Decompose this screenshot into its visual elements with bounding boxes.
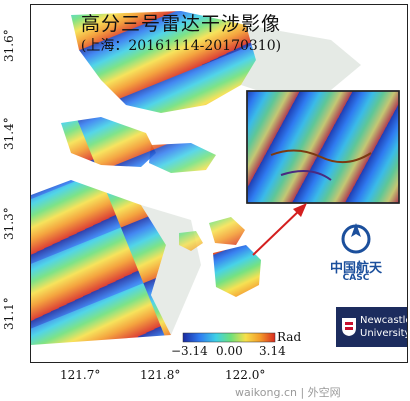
lat-tick-31-1: 31.1°: [2, 297, 16, 330]
lat-tick-31-6: 31.6°: [2, 29, 16, 62]
newcastle-crest-icon: [342, 318, 356, 336]
shanghai-mainland: [31, 180, 171, 345]
lon-tick-122-0: 122.0°: [225, 368, 266, 382]
watermark: waikong.cn | 外空网: [235, 386, 341, 399]
inset-arrow: [252, 203, 307, 256]
chongming-island: [71, 11, 256, 113]
hengsha-island: [149, 143, 216, 173]
map-subtitle: (上海：20161114-20170310): [80, 38, 282, 54]
casc-logo-cn: 中国航天: [329, 261, 382, 276]
small-island-left: [179, 231, 203, 251]
newcastle-logo: Newcastle University: [336, 307, 408, 347]
colorbar-min-label: −3.14: [171, 344, 208, 358]
colorbar-unit-label: Rad: [277, 330, 302, 344]
casc-logo-icon: [341, 223, 371, 254]
colorbar-max-label: 3.14: [259, 344, 286, 358]
changxing-island: [61, 117, 156, 167]
land-speckle-east: [241, 25, 361, 95]
casc-logo-en: CASC: [342, 273, 370, 283]
lon-tick-121-8: 121.8°: [140, 368, 181, 382]
map-title: 高分三号雷达干涉影像: [80, 13, 281, 35]
map-canvas: [31, 11, 400, 345]
small-island-mid: [209, 217, 245, 245]
zoom-inset: [246, 90, 400, 204]
interferogram-map: 高分三号雷达干涉影像 (上海：20161114-20170310) −3.14 …: [30, 4, 408, 363]
newcastle-line2: University: [360, 328, 408, 339]
colorbar-mid-label: 0.00: [216, 344, 243, 358]
newcastle-line1: Newcastle: [360, 315, 408, 326]
lat-tick-31-4: 31.4°: [2, 117, 16, 150]
target-area: [213, 245, 261, 297]
lat-tick-31-3: 31.3°: [2, 207, 16, 240]
colorbar: [182, 332, 276, 343]
lon-tick-121-7: 121.7°: [60, 368, 101, 382]
